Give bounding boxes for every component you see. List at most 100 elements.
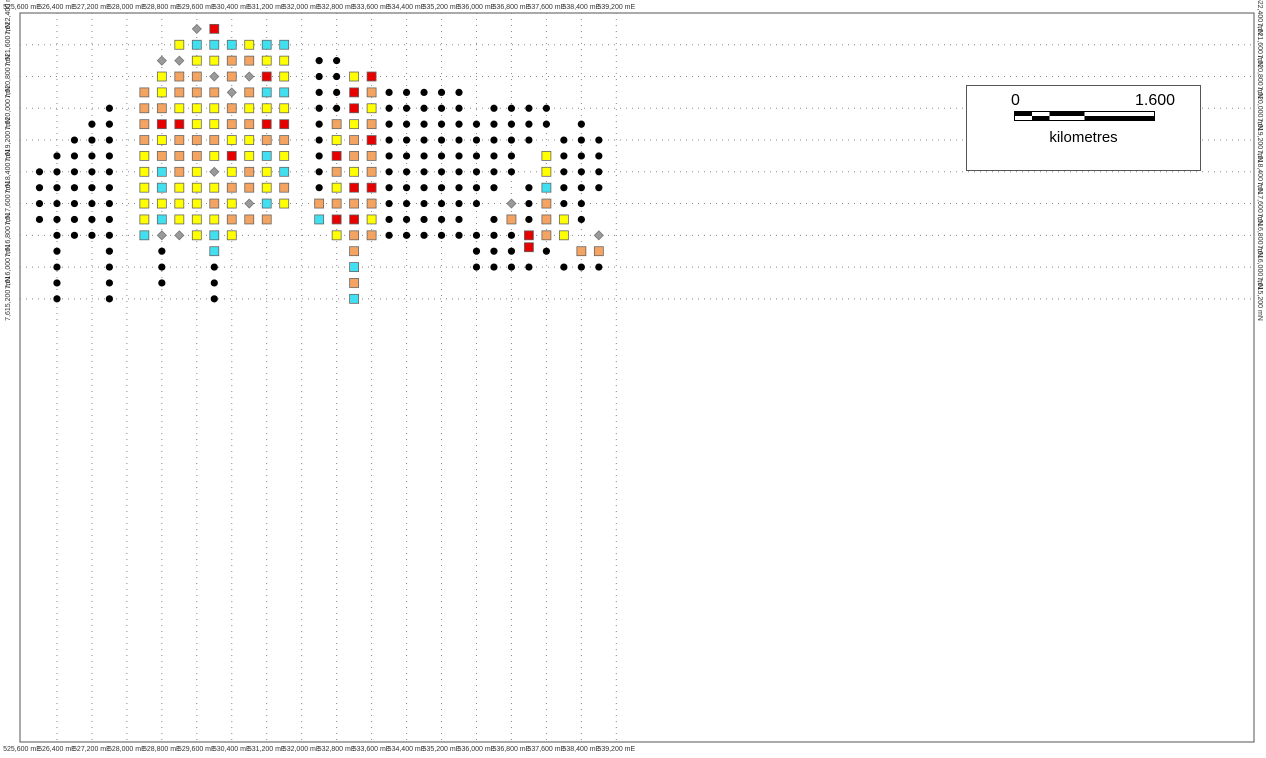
sample-point-circle bbox=[158, 247, 166, 255]
sample-point-circle bbox=[595, 184, 603, 192]
sample-point-circle bbox=[507, 120, 516, 128]
sample-point-square bbox=[349, 71, 360, 82]
sample-point-square bbox=[261, 39, 272, 50]
sample-point-square bbox=[349, 278, 360, 288]
sample-point-circle bbox=[105, 215, 113, 224]
sample-point-circle bbox=[490, 247, 498, 255]
sample-point-circle bbox=[560, 263, 568, 271]
sample-point-square bbox=[558, 230, 569, 241]
sample-point-circle bbox=[560, 199, 568, 208]
sample-point-circle bbox=[577, 136, 585, 144]
sample-point-circle bbox=[472, 136, 481, 144]
sample-point-square bbox=[314, 198, 325, 209]
sample-point-circle bbox=[315, 184, 323, 192]
easting-tick-label: 535,200 mE bbox=[423, 746, 461, 753]
sample-point-circle bbox=[437, 88, 446, 96]
sample-point-circle bbox=[577, 199, 585, 208]
sample-point-square bbox=[174, 182, 185, 193]
sample-point-square bbox=[174, 135, 185, 145]
sample-point-square bbox=[209, 230, 220, 241]
sample-point-square bbox=[209, 119, 220, 130]
sample-point-square bbox=[279, 103, 290, 114]
sample-point-square bbox=[576, 246, 587, 257]
sample-point-square bbox=[349, 166, 360, 177]
sample-point-square bbox=[331, 151, 342, 161]
northing-tick-label: 7,615,200 mN bbox=[5, 277, 12, 321]
sample-point-square bbox=[366, 214, 377, 225]
easting-tick-label: 526,400 mE bbox=[38, 746, 76, 753]
sample-point-square bbox=[261, 55, 272, 66]
sample-point-diamond bbox=[209, 166, 220, 177]
sample-point-circle bbox=[315, 88, 323, 96]
easting-tick-label: 533,600 mE bbox=[353, 4, 391, 11]
sample-point-circle bbox=[385, 231, 393, 239]
sample-point-circle bbox=[437, 120, 446, 128]
sample-point-square bbox=[156, 71, 167, 82]
sample-point-circle bbox=[595, 152, 603, 160]
sample-point-circle bbox=[315, 168, 323, 176]
sample-point-circle bbox=[105, 231, 113, 239]
sample-point-circle bbox=[490, 215, 498, 224]
sample-point-square bbox=[191, 39, 202, 50]
sample-point-square bbox=[541, 198, 552, 209]
sample-point-circle bbox=[385, 152, 393, 160]
sample-point-circle bbox=[525, 263, 533, 271]
northing-tick-label: 7,616,800 mN bbox=[5, 213, 12, 257]
sample-point-circle bbox=[507, 263, 516, 271]
sample-point-square bbox=[349, 293, 360, 304]
northing-tick-label: 7,622,400 mN bbox=[1256, 0, 1263, 35]
sample-point-circle bbox=[53, 247, 61, 255]
sample-point-circle bbox=[315, 152, 323, 160]
sample-point-circle bbox=[525, 184, 533, 192]
sample-point-circle bbox=[402, 199, 411, 208]
sample-point-square bbox=[139, 119, 150, 130]
sample-point-circle bbox=[210, 263, 218, 271]
sample-point-circle bbox=[525, 199, 533, 208]
sample-point-square bbox=[279, 166, 290, 177]
sample-point-square bbox=[209, 87, 220, 98]
sample-point-circle bbox=[88, 136, 96, 144]
sample-point-circle bbox=[525, 120, 533, 128]
sample-point-square bbox=[209, 23, 220, 34]
sample-point-square bbox=[349, 182, 360, 193]
sample-point-square bbox=[541, 166, 552, 177]
sample-point-square bbox=[226, 198, 237, 209]
sample-point-square bbox=[209, 151, 220, 161]
sample-point-circle bbox=[490, 104, 498, 112]
sample-point-square bbox=[541, 151, 552, 161]
sample-point-circle bbox=[385, 88, 393, 96]
sample-point-square bbox=[261, 103, 272, 114]
sample-point-square bbox=[524, 242, 534, 253]
sample-point-circle bbox=[420, 120, 428, 128]
sample-point-circle bbox=[158, 263, 166, 271]
sample-points bbox=[35, 23, 604, 304]
sample-point-circle bbox=[70, 152, 79, 160]
sample-point-circle bbox=[420, 184, 428, 192]
sample-point-circle bbox=[595, 168, 603, 176]
sample-point-circle bbox=[472, 199, 481, 208]
easting-tick-label: 532,000 mE bbox=[283, 746, 321, 753]
easting-tick-label: 532,800 mE bbox=[318, 4, 356, 11]
easting-tick-label: 532,800 mE bbox=[318, 746, 356, 753]
sample-point-circle bbox=[402, 215, 411, 224]
sample-point-square bbox=[349, 135, 360, 145]
sample-point-square bbox=[366, 87, 377, 98]
sample-point-circle bbox=[35, 184, 44, 192]
sample-point-circle bbox=[70, 168, 79, 176]
sample-point-square bbox=[244, 39, 255, 50]
sample-point-circle bbox=[472, 247, 481, 255]
sample-point-circle bbox=[490, 168, 498, 176]
sample-point-square bbox=[349, 246, 360, 257]
sample-point-square bbox=[366, 135, 377, 145]
sample-point-circle bbox=[525, 136, 533, 144]
northing-tick-label: 7,619,200 mN bbox=[5, 118, 12, 162]
sample-point-circle bbox=[315, 72, 323, 81]
sample-point-circle bbox=[455, 215, 463, 224]
sample-point-circle bbox=[70, 199, 79, 208]
sample-point-circle bbox=[472, 231, 481, 239]
sample-point-circle bbox=[105, 184, 113, 192]
sample-point-square bbox=[261, 166, 272, 177]
sample-point-circle bbox=[577, 263, 585, 271]
sample-point-circle bbox=[420, 168, 428, 176]
